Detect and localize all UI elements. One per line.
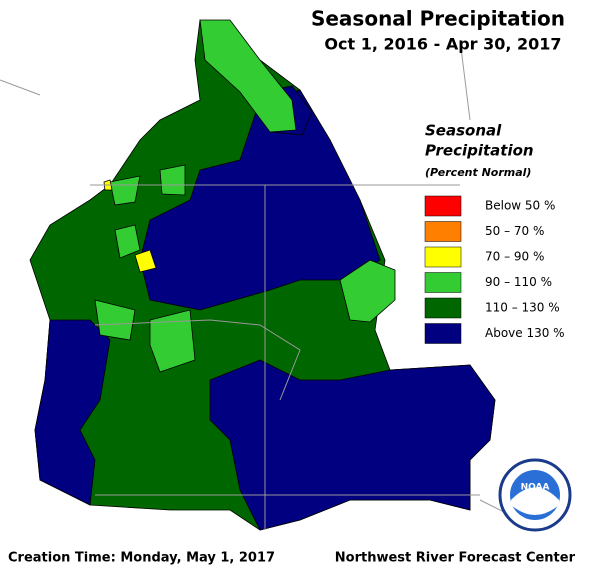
legend-label: 50 – 70 % [485, 224, 544, 238]
legend-swatch [424, 221, 462, 242]
legend-label: 90 – 110 % [485, 275, 552, 289]
legend-title: Precipitation [425, 142, 534, 160]
logo-text: NOAA [521, 483, 550, 493]
legend-label: 70 – 90 % [485, 250, 544, 264]
logo: NOAA [498, 458, 572, 532]
footer-left: Creation Time: Monday, May 1, 2017 [8, 551, 275, 566]
legend-swatch [424, 272, 462, 293]
region [94, 299, 136, 341]
footer-right: Northwest River Forecast Center [335, 551, 576, 566]
region [109, 175, 141, 206]
region [134, 249, 157, 273]
legend-subtitle: (Percent Normal) [425, 166, 531, 179]
region [339, 259, 396, 323]
legend-swatch [424, 195, 462, 217]
region [149, 309, 196, 373]
map [0, 19, 521, 531]
legend: Below 50 % 50 – 70 % 70 – 90 % 90 – 110 % 11… [424, 195, 565, 344]
legend-swatch [424, 323, 462, 344]
logo-wave [511, 487, 559, 515]
legend-label: Below 50 % [485, 199, 555, 213]
legend-label: Above 130 % [485, 326, 565, 340]
region [114, 224, 141, 259]
region [209, 359, 496, 531]
legend-label: 110 – 130 % [485, 301, 560, 315]
legend-title: Seasonal [425, 122, 502, 140]
subtitle: Oct 1, 2016 - Apr 30, 2017 [324, 35, 561, 54]
region [199, 19, 297, 133]
legend-swatch [424, 297, 462, 319]
state-border [0, 39, 521, 530]
legend-swatch [424, 246, 462, 268]
region [159, 164, 186, 196]
title: Seasonal Precipitation [311, 7, 565, 31]
